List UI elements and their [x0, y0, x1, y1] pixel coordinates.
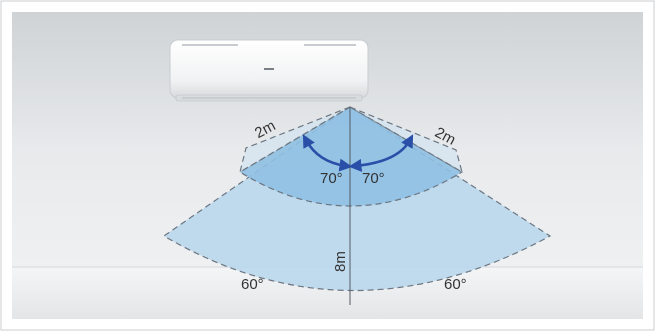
brand-logo	[264, 68, 274, 70]
outer-angle-label-right: 60°	[444, 276, 467, 293]
near-range-band-left	[239, 106, 351, 174]
swing-arrow-right	[348, 134, 414, 172]
inner-angle-label-left: 70°	[320, 170, 343, 187]
inner-angle-label-right: 70°	[362, 170, 385, 187]
swing-arrow-left	[302, 134, 353, 172]
outer-angle-label-left: 60°	[241, 276, 264, 293]
vertical-distance-label: 8m	[332, 251, 349, 272]
air-conditioner-unit	[169, 39, 369, 102]
